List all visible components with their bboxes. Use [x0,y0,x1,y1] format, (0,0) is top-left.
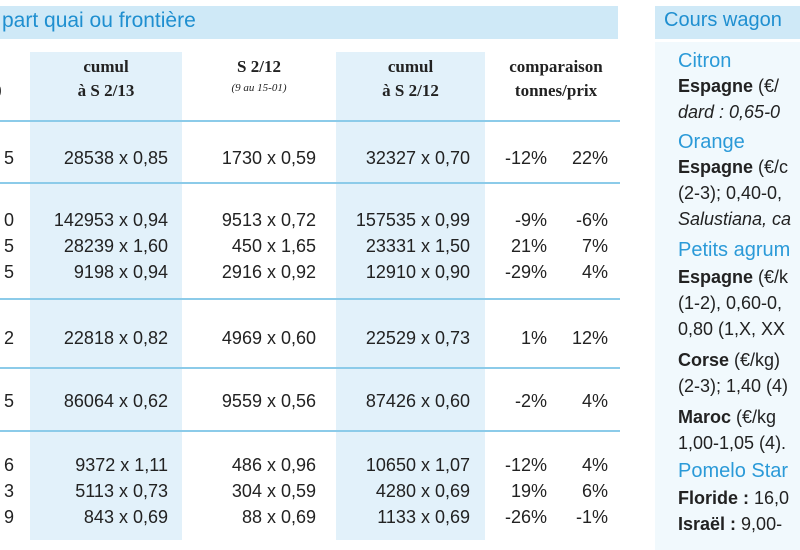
cumul-2012-cell: 12910 x 0,90 [365,262,470,282]
row-divider [0,182,620,184]
tonnage-change-cell: 19% [510,481,547,501]
cumul-2013-cell: 843 x 0,69 [83,507,168,527]
section-heading-petits-agrumes: Petits agrum [678,239,791,261]
price-change-cell: 4% [581,262,608,282]
price-change-cell: -1% [575,507,608,527]
tonnage-change-cell: 21% [510,236,547,256]
column-header-cumul-s2-12: cumul à S 2/12 [382,57,439,100]
price-change-cell: -6% [575,210,608,230]
week-2012-cell: 450 x 1,65 [231,236,316,256]
week-2012-cell: 4969 x 0,60 [221,328,316,348]
column-header-comparison: comparaison tonnes/prix [509,57,603,100]
tonnage-change-cell: -26% [504,507,547,527]
table-title-bar: part quai ou frontière [0,6,618,39]
price-change-cell: 4% [581,455,608,475]
price-line: Corse (€/kg) [678,350,781,370]
market-table-panel: part quai ou frontière ) cumul à S 2/13 … [0,6,620,540]
section-heading-citron: Citron [678,50,732,72]
section-heading-orange: Orange [678,131,745,153]
week-2012-cell: 88 x 0,69 [241,507,316,527]
price-line: Espagne (€/ [678,76,780,96]
cumul-2013-cell: 5113 x 0,73 [75,481,168,501]
table-title: part quai ou frontière [2,9,196,32]
row-fragment: 5 [3,262,14,282]
wagon-prices-panel [655,42,800,550]
cumul-2012-cell: 157535 x 0,99 [355,210,470,230]
price-change-cell: 12% [571,328,608,348]
row-fragment: 2 [3,328,14,348]
price-line: Maroc (€/kg [678,407,777,427]
cumul-2012-cell: 23331 x 1,50 [365,236,470,256]
row-divider [0,430,620,432]
header-left-fragment: ) [0,80,2,100]
price-change-cell: 6% [581,481,608,501]
wagon-prices-title-bar [655,6,800,39]
cumul-2012-column-shade [336,52,485,540]
price-change-cell: 22% [571,148,608,168]
tonnage-change-cell: -9% [514,210,547,230]
cumul-2013-cell: 86064 x 0,62 [63,391,168,411]
cumul-2012-cell: 32327 x 0,70 [365,148,470,168]
cumul-2013-cell: 142953 x 0,94 [53,210,168,230]
tonnage-change-cell: -29% [504,262,547,282]
price-line: Israël : 9,00- [678,514,783,534]
price-line: Espagne (€/k [678,267,789,287]
row-divider [0,298,620,300]
cumul-2012-cell: 10650 x 1,07 [365,455,470,475]
cumul-2013-cell: 28538 x 0,85 [63,148,168,168]
price-line: (1-2), 0,60-0, [678,293,783,313]
row-fragment: 6 [3,455,14,475]
cumul-2013-cell: 9198 x 0,94 [73,262,168,282]
price-line: 1,00-1,05 (4). [678,433,787,453]
week-2012-cell: 9559 x 0,56 [221,391,316,411]
row-fragment: 5 [3,391,14,411]
tonnage-change-cell: -2% [514,391,547,411]
tonnage-change-cell: -12% [504,148,547,168]
column-header-s2-12: S 2/12 (9 au 15-01) [231,57,287,94]
cumul-2013-cell: 28239 x 1,60 [63,236,168,256]
price-line: Espagne (€/c [678,157,789,177]
price-change-cell: 7% [581,236,608,256]
tonnage-change-cell: 1% [520,328,547,348]
price-line: Salustiana, ca [678,209,792,229]
cumul-2013-column-shade [30,52,182,540]
price-line: 0,80 (1,X, XX [678,319,786,339]
price-line: dard : 0,65-0 [678,102,781,122]
week-2012-cell: 304 x 0,59 [231,481,316,501]
row-fragment: 5 [3,148,14,168]
row-fragment: 0 [3,210,14,230]
price-line: (2-3); 0,40-0, [678,183,783,203]
row-fragment: 5 [3,236,14,256]
row-fragment: 3 [3,481,14,501]
week-2012-cell: 1730 x 0,59 [221,148,316,168]
week-2012-cell: 2916 x 0,92 [221,262,316,282]
cumul-2012-cell: 1133 x 0,69 [377,507,470,527]
week-2012-cell: 486 x 0,96 [231,455,316,475]
price-line: (2-3); 1,40 (4) [678,376,789,396]
cumul-2012-cell: 22529 x 0,73 [365,328,470,348]
cumul-2012-cell: 87426 x 0,60 [365,391,470,411]
price-change-cell: 4% [581,391,608,411]
section-heading-pomelo: Pomelo Star [678,460,789,482]
tonnage-change-cell: -12% [504,455,547,475]
row-fragment: 9 [3,507,14,527]
column-header-cumul-s2-13: cumul à S 2/13 [77,57,135,100]
row-divider [0,120,620,122]
cumul-2013-cell: 9372 x 1,11 [75,455,168,475]
week-2012-cell: 9513 x 0,72 [221,210,316,230]
cumul-2012-cell: 4280 x 0,69 [375,481,470,501]
cumul-2013-cell: 22818 x 0,82 [63,328,168,348]
wagon-prices-title: Cours wagon [664,9,782,31]
price-line: Floride : 16,0 [678,488,790,508]
row-divider [0,367,620,369]
